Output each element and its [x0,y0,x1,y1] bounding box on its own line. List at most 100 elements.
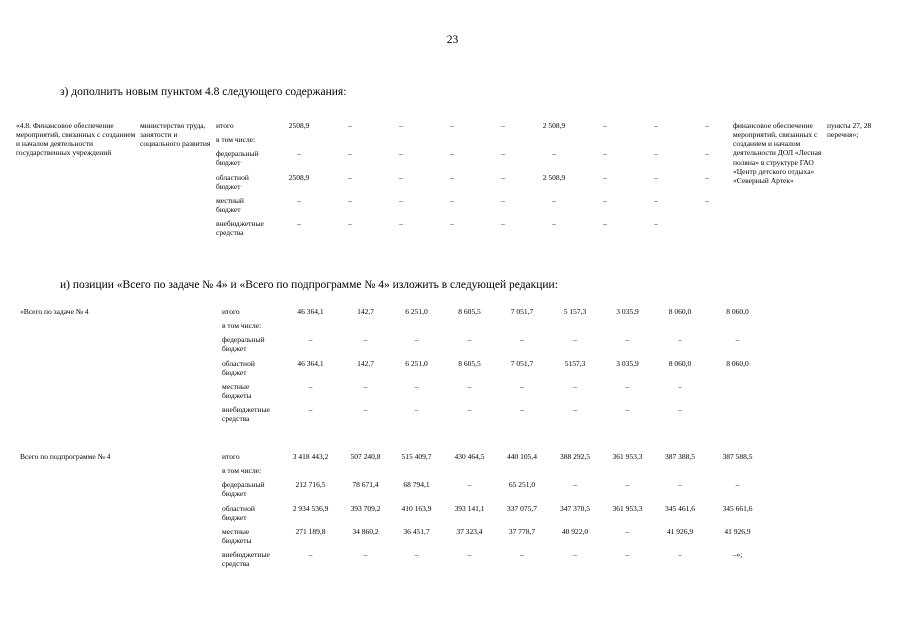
value-cell: 8 060,0 [726,307,749,316]
value-cell: – [348,149,352,159]
table-row: местный бюджет – – – – – – – – – [16,196,889,219]
value-cell: – [520,405,524,415]
value-cell: 34 860,2 [352,526,379,536]
value-cell: 345 661,6 [722,503,753,513]
value-cell: – [414,335,419,345]
value-cell [707,405,769,428]
value-cell: 78 671,4 [352,480,379,490]
value-cell: – [414,405,419,415]
value-cell: 41 926,9 [666,526,694,536]
value-cell: 361 953,3 [612,452,643,461]
value-cell: 393 141,1 [454,503,485,513]
budget-line-label: в том числе: [222,321,262,331]
value-cell: – [654,195,658,205]
item-4-8-note: финансовое обеспечение мероприятий, связ… [733,121,822,185]
table-row: местные бюджеты – – – – – – – – [20,382,769,405]
value-cell: 410 163,9 [401,503,432,513]
value-cell: – [573,405,577,415]
value-cell: 8 060,0 [668,358,692,368]
value-cell: 347 370,5 [560,503,590,513]
value-cell: 65 251,0 [508,480,536,490]
budget-line-label: областной бюджет [216,172,249,191]
item-4-8-ref: пункты 27, 28 перечня»; [827,121,872,140]
budget-line-label: местные бюджеты [222,526,252,545]
budget-line-label: внебюджетные средства [222,405,270,424]
value-cell: – [520,335,524,345]
value-cell: 515 409,7 [401,452,432,461]
total-subprogram-4-table: Всего по подпрограмме № 4 итого 3 418 44… [20,452,769,573]
value-cell: – [363,335,368,345]
value-cell: 430 464,5 [454,452,485,461]
value-cell: – [501,172,505,182]
table-row: федеральный бюджет – – – – – – – – – [16,149,889,172]
table-row: в том числе: [16,135,889,149]
value-cell: – [450,121,454,130]
value-cell: 46 364,1 [297,307,324,316]
value-cell: 440 105,4 [507,452,537,461]
value-cell: 8 605,5 [458,307,481,316]
value-cell: – [654,219,658,229]
value-cell: – [705,195,709,205]
value-cell: – [399,149,403,159]
value-cell: – [363,550,368,560]
value-cell: – [450,219,454,229]
value-cell: 7 051,7 [510,307,534,316]
value-cell: – [654,121,658,130]
value-cell: – [348,172,352,182]
value-cell: 361 953,3 [612,503,643,513]
value-cell: – [625,526,630,536]
value-cell: – [467,480,472,490]
value-cell: 345 461,6 [665,503,695,513]
item-4-8-title: «4.8. Финансовое обеспечение мероприятий… [16,121,136,158]
value-cell: 37 323,4 [456,526,483,536]
value-cell: – [399,172,403,182]
table-row: федеральный бюджет – – – – – – – – – [20,335,769,358]
value-cell: – [308,381,313,391]
value-cell: – [399,121,403,130]
value-cell: – [348,195,352,205]
value-cell: – [399,219,403,229]
value-cell: – [520,381,524,391]
table-row: областной бюджет 2 934 536,9 393 709,2 4… [20,504,769,527]
value-cell: – [308,405,313,415]
budget-line-label: итого [222,307,240,316]
value-cell: – [552,195,556,205]
value-cell: 393 709,2 [350,503,381,513]
table-row: «4.8. Финансовое обеспечение мероприятий… [16,121,889,185]
value-cell: – [501,195,505,205]
value-cell: – [467,335,472,345]
table-row: «Всего по задаче № 4 итого 46 364,1 142,… [20,307,769,321]
value-cell: –»; [732,550,743,560]
budget-line-label: внебюджетные средства [222,550,270,569]
value-cell: 2 934 536,9 [292,503,329,513]
page-number: 23 [446,34,459,46]
value-cell: 40 922,0 [561,526,589,536]
value-cell: – [501,121,505,130]
table-row: внебюджетные средства – – – – – – – – –»… [20,550,769,573]
value-cell: – [348,219,352,229]
value-cell: 7 051,7 [510,358,534,368]
value-cell: – [414,550,419,560]
value-cell: – [603,121,607,130]
value-cell: – [573,550,577,560]
table-row: Всего по подпрограмме № 4 итого 3 418 44… [20,452,769,466]
value-cell: – [363,381,368,391]
budget-line-label: в том числе: [222,466,262,476]
budget-line-label: местный бюджет [216,195,244,214]
value-cell: – [735,480,740,490]
item-4-8-executor: министерство труда, занятости и социальн… [140,121,211,149]
value-cell: 8 060,0 [668,307,692,316]
value-cell [707,382,769,405]
budget-line-label: местные бюджеты [222,381,252,400]
value-cell [682,219,733,242]
value-cell: – [467,550,472,560]
budget-line-label: итого [222,452,240,461]
value-cell: 142,7 [357,358,374,368]
value-cell: – [399,195,403,205]
total-task-4-title: «Всего по задаче № 4 [20,307,89,316]
value-cell: – [573,480,577,490]
value-cell: 507 240,8 [350,452,381,461]
value-cell: – [625,335,630,345]
value-cell: – [297,149,301,159]
